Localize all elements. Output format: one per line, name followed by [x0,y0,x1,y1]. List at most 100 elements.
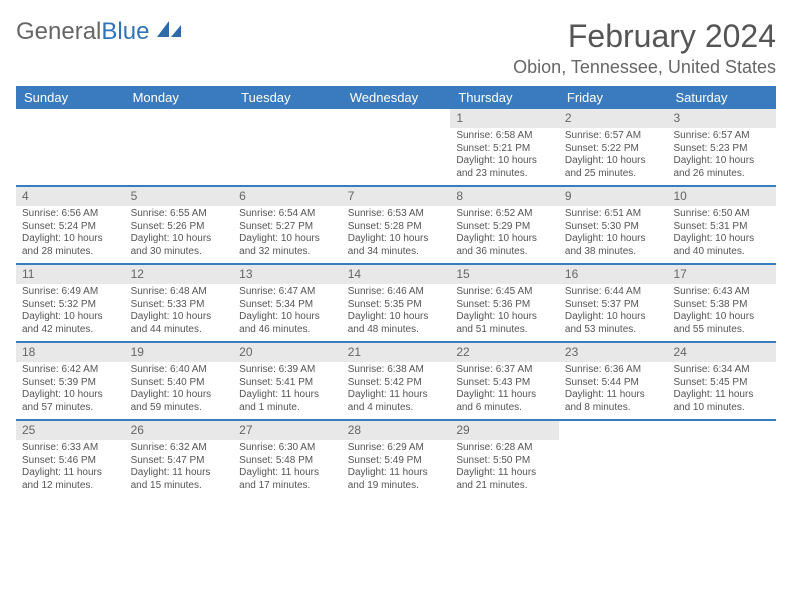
day-number: 1 [450,109,559,128]
day-cell: 3 Sunrise: 6:57 AMSunset: 5:23 PMDaylight… [667,109,776,185]
day-body: Sunrise: 6:52 AMSunset: 5:29 PMDaylight:… [450,208,559,262]
day-number: 5 [125,187,234,206]
daylight-text: Daylight: 11 hours [565,389,662,402]
daylight-text: Daylight: 10 hours [565,311,662,324]
day-cell: 8Sunrise: 6:52 AMSunset: 5:29 PMDaylight… [450,187,559,263]
daylight-text: Daylight: 10 hours [22,233,119,246]
day-cell: 11Sunrise: 6:49 AMSunset: 5:32 PMDayligh… [16,265,125,341]
daylight-text: and 12 minutes. [22,480,119,493]
empty-cell [342,109,451,185]
sunrise-text: Sunrise: 6:43 AM [673,286,770,299]
sunrise-text: Sunrise: 6:29 AM [348,442,445,455]
day-cell: 10Sunrise: 6:50 AMSunset: 5:31 PMDayligh… [667,187,776,263]
sunset-text: Sunset: 5:40 PM [131,377,228,390]
sunrise-text: Sunrise: 6:50 AM [673,208,770,221]
sunset-text: Sunset: 5:21 PM [456,143,553,156]
day-cell: 17Sunrise: 6:43 AMSunset: 5:38 PMDayligh… [667,265,776,341]
day-body: Sunrise: 6:58 AMSunset: 5:21 PMDaylight:… [450,130,559,184]
daylight-text: and 30 minutes. [131,246,228,259]
day-number: 21 [342,343,451,362]
day-number: 25 [16,421,125,440]
day-body: Sunrise: 6:34 AMSunset: 5:45 PMDaylight:… [667,364,776,418]
daylight-text: and 1 minute. [239,402,336,415]
day-body: Sunrise: 6:30 AMSunset: 5:48 PMDaylight:… [233,442,342,496]
sunset-text: Sunset: 5:37 PM [565,299,662,312]
day-number: 12 [125,265,234,284]
daylight-text: Daylight: 10 hours [565,155,662,168]
sunrise-text: Sunrise: 6:42 AM [22,364,119,377]
sunset-text: Sunset: 5:36 PM [456,299,553,312]
daylight-text: Daylight: 11 hours [348,467,445,480]
weekday-header: Sunday [16,86,125,109]
daylight-text: Daylight: 10 hours [348,311,445,324]
day-number: 19 [125,343,234,362]
location-text: Obion, Tennessee, United States [513,57,776,78]
sunrise-text: Sunrise: 6:44 AM [565,286,662,299]
sunset-text: Sunset: 5:30 PM [565,221,662,234]
day-number: 3 [667,109,776,128]
daylight-text: and 34 minutes. [348,246,445,259]
day-number: 7 [342,187,451,206]
day-number: 16 [559,265,668,284]
day-cell: 22Sunrise: 6:37 AMSunset: 5:43 PMDayligh… [450,343,559,419]
weekday-header: Tuesday [233,86,342,109]
daylight-text: and 48 minutes. [348,324,445,337]
empty-cell [667,421,776,499]
sunrise-text: Sunrise: 6:48 AM [131,286,228,299]
weekday-header: Thursday [450,86,559,109]
daylight-text: and 21 minutes. [456,480,553,493]
daylight-text: and 44 minutes. [131,324,228,337]
day-cell: 9Sunrise: 6:51 AMSunset: 5:30 PMDaylight… [559,187,668,263]
empty-cell [16,109,125,185]
daylight-text: and 15 minutes. [131,480,228,493]
day-cell: 23 Sunrise: 6:36 AMSunset: 5:44 PMDayligh… [559,343,668,419]
day-body: Sunrise: 6:39 AMSunset: 5:41 PMDaylight:… [233,364,342,418]
day-number: 28 [342,421,451,440]
daylight-text: and 26 minutes. [673,168,770,181]
sunset-text: Sunset: 5:44 PM [565,377,662,390]
sunrise-text: Sunrise: 6:28 AM [456,442,553,455]
day-body: Sunrise: 6:46 AMSunset: 5:35 PMDaylight:… [342,286,451,340]
daylight-text: and 8 minutes. [565,402,662,415]
day-number: 24 [667,343,776,362]
brand-logo: GeneralBlue [16,18,183,46]
day-cell: 26 Sunrise: 6:32 AMSunset: 5:47 PMDayligh… [125,421,234,499]
day-cell: 21Sunrise: 6:38 AMSunset: 5:42 PMDayligh… [342,343,451,419]
sunrise-text: Sunrise: 6:36 AM [565,364,662,377]
day-number: 26 [125,421,234,440]
sunrise-text: Sunrise: 6:47 AM [239,286,336,299]
day-number: 2 [559,109,668,128]
sunset-text: Sunset: 5:31 PM [673,221,770,234]
day-body: Sunrise: 6:32 AMSunset: 5:47 PMDaylight:… [125,442,234,496]
daylight-text: and 53 minutes. [565,324,662,337]
sunset-text: Sunset: 5:27 PM [239,221,336,234]
daylight-text: Daylight: 10 hours [456,311,553,324]
sunset-text: Sunset: 5:33 PM [131,299,228,312]
brand-part1: General [16,18,101,46]
sunrise-text: Sunrise: 6:40 AM [131,364,228,377]
title-block: February 2024 Obion, Tennessee, United S… [513,18,776,78]
day-number: 13 [233,265,342,284]
logo-sail-icon [155,18,183,46]
day-body: Sunrise: 6:33 AMSunset: 5:46 PMDaylight:… [16,442,125,496]
day-cell: 2Sunrise: 6:57 AMSunset: 5:22 PMDaylight… [559,109,668,185]
day-number: 23 [559,343,668,362]
sunset-text: Sunset: 5:46 PM [22,455,119,468]
day-body: Sunrise: 6:48 AMSunset: 5:33 PMDaylight:… [125,286,234,340]
day-body: Sunrise: 6:29 AMSunset: 5:49 PMDaylight:… [342,442,451,496]
sunrise-text: Sunrise: 6:46 AM [348,286,445,299]
day-number: 11 [16,265,125,284]
day-number: 20 [233,343,342,362]
week-row: 11Sunrise: 6:49 AMSunset: 5:32 PMDayligh… [16,265,776,343]
sunrise-text: Sunrise: 6:38 AM [348,364,445,377]
sunrise-text: Sunrise: 6:37 AM [456,364,553,377]
sunset-text: Sunset: 5:49 PM [348,455,445,468]
daylight-text: Daylight: 10 hours [239,311,336,324]
weekday-header: Monday [125,86,234,109]
sunrise-text: Sunrise: 6:39 AM [239,364,336,377]
sunset-text: Sunset: 5:41 PM [239,377,336,390]
daylight-text: Daylight: 10 hours [673,311,770,324]
day-body: Sunrise: 6:57 AMSunset: 5:23 PMDaylight:… [667,130,776,184]
day-cell: 1 Sunrise: 6:58 AMSunset: 5:21 PMDaylight… [450,109,559,185]
weeks-container: 1 Sunrise: 6:58 AMSunset: 5:21 PMDaylight… [16,109,776,499]
